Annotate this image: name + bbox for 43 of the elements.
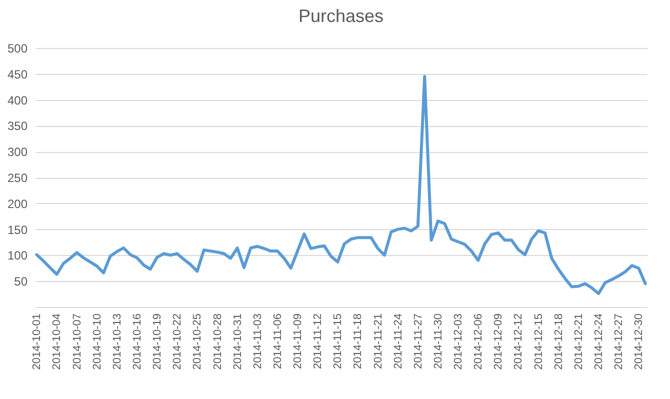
y-tick-label: 50 [14,274,28,289]
x-tick-label: 2014-10-28 [212,314,224,370]
x-tick-label: 2014-11-27 [412,314,424,369]
x-tick-label: 2014-12-03 [452,314,465,370]
x-tick-label: 2014-12-15 [532,314,545,370]
y-tick-label: 400 [7,93,28,108]
x-tick-label: 2014-12-06 [472,314,485,370]
x-tick-label: 2014-10-25 [192,314,204,370]
x-tick-label: 2014-12-09 [492,314,505,370]
x-tick-label: 2014-10-13 [111,314,124,370]
x-tick-label: 2014-12-24 [593,314,606,370]
y-tick-label: 250 [7,171,28,185]
x-tick-label: 2014-11-12 [312,314,324,369]
x-tick-label: 2014-12-27 [613,314,626,370]
y-tick-label: 150 [7,222,28,237]
x-tick-label: 2014-11-21 [372,314,384,369]
x-tick-label: 2014-11-09 [292,314,304,369]
x-tick-label: 2014-10-16 [132,314,144,370]
x-tick-label: 2014-11-03 [252,314,264,369]
x-tick-label: 2014-10-10 [91,314,104,370]
x-tick-label: 2014-10-19 [152,314,164,370]
x-tick-label: 2014-11-30 [432,314,444,369]
y-tick-label: 300 [7,145,28,160]
y-tick-label: 200 [7,196,28,211]
x-tick-label: 2014-12-21 [572,314,585,370]
x-tick-label: 2014-12-30 [633,314,646,370]
line-series [35,74,647,296]
x-tick-label: 2014-10-04 [51,314,64,370]
y-tick-label: 100 [7,248,28,263]
x-tick-label: 2014-10-22 [172,314,184,370]
x-tick-label: 2014-10-01 [31,314,44,370]
y-tick-label: 350 [7,119,28,134]
x-tick-label: 2014-11-06 [272,314,284,369]
x-tick-label: 2014-12-12 [512,314,525,370]
chart-title: Purchases [298,6,384,26]
x-tick-label: 2014-12-18 [552,314,565,370]
x-tick-label: 2014-10-07 [71,314,84,370]
x-tick-label: 2014-11-18 [352,314,364,369]
x-tick-label: 2014-11-24 [392,314,404,369]
y-tick-label: 450 [7,67,28,82]
x-tick-label: 2014-11-15 [332,314,344,369]
y-tick-label: 500 [7,42,28,56]
x-tick-label: 2014-10-31 [232,314,244,370]
